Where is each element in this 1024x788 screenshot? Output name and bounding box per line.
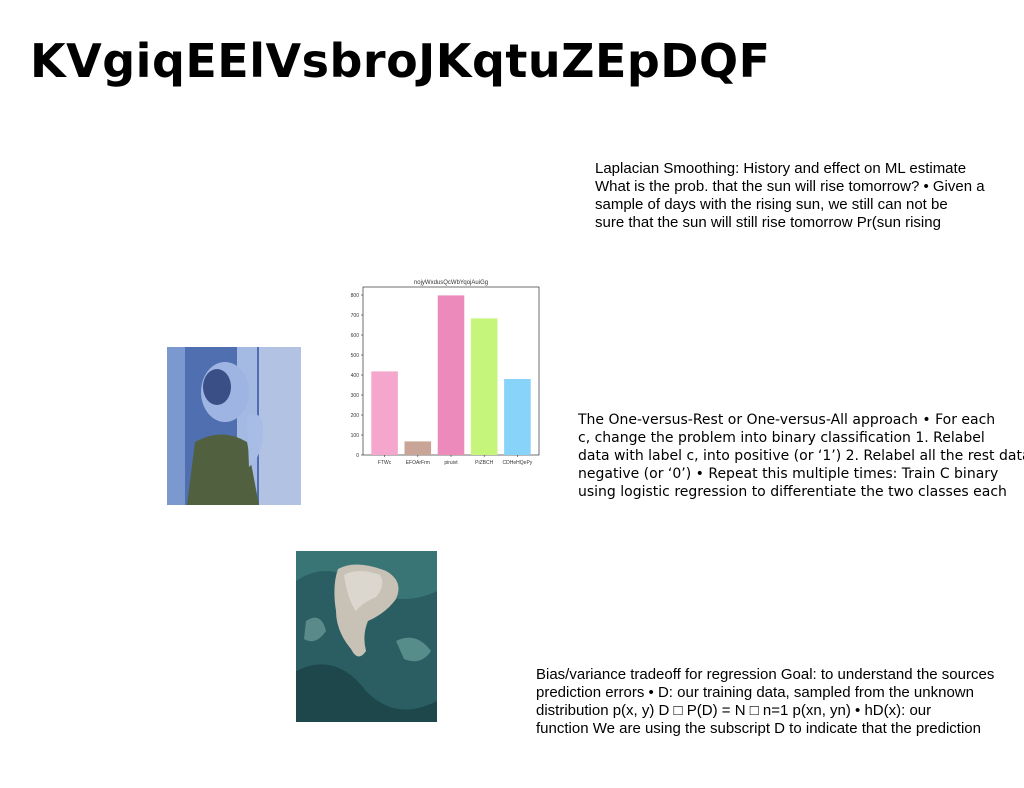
x-tick-label: piruivt bbox=[444, 460, 458, 466]
text-line: prediction errors • D: our training data… bbox=[536, 684, 994, 702]
photo-blue-person bbox=[167, 347, 301, 505]
bar-PiZBCH bbox=[471, 318, 498, 455]
y-tick-label: 100 bbox=[351, 433, 360, 439]
text-line: function We are using the subscript D to… bbox=[536, 720, 994, 738]
text-line: negative (or ‘0’) • Repeat this multiple… bbox=[578, 465, 1024, 483]
bar-piruivt bbox=[438, 295, 465, 455]
text-line: Laplacian Smoothing: History and effect … bbox=[595, 160, 985, 178]
chart-title: nojyWxdusQcWbYqojAuiGg bbox=[414, 280, 488, 286]
x-tick-label: EFOArFrm bbox=[406, 460, 430, 466]
text-line: sure that the sun will still rise tomorr… bbox=[595, 214, 985, 232]
y-tick-label: 400 bbox=[351, 373, 360, 379]
text-line: using logistic regression to differentia… bbox=[578, 483, 1024, 501]
photo-blue-person-art bbox=[167, 347, 301, 505]
chart-bars bbox=[371, 295, 530, 455]
y-tick-label: 0 bbox=[356, 453, 359, 459]
text-line: data with label c, into positive (or ‘1’… bbox=[578, 447, 1024, 465]
text-block-bias-variance: Bias/variance tradeoff for regression Go… bbox=[536, 666, 994, 738]
x-tick-label: FTWc bbox=[378, 460, 392, 466]
slide-title: KVgiqEElVsbroJKqtuZEpDQF bbox=[30, 34, 771, 88]
text-block-one-vs-rest: The One-versus-Rest or One-versus-All ap… bbox=[578, 411, 1024, 501]
chart-y-axis: 0 100 200 300 400 500 600 700 800 bbox=[351, 293, 363, 459]
text-line: distribution p(x, y) D □ P(D) = N □ n=1 … bbox=[536, 702, 994, 720]
text-line: The One-versus-Rest or One-versus-All ap… bbox=[578, 411, 1024, 429]
y-tick-label: 700 bbox=[351, 313, 360, 319]
chart-x-axis: FTWc EFOArFrm piruivt PiZBCH CDHeHQePy bbox=[378, 455, 533, 466]
text-line: What is the prob. that the sun will rise… bbox=[595, 178, 985, 196]
bar-CDHeHQePy bbox=[504, 379, 531, 455]
photo-aerial-terrain bbox=[296, 551, 437, 722]
y-tick-label: 600 bbox=[351, 333, 360, 339]
y-tick-label: 200 bbox=[351, 413, 360, 419]
y-tick-label: 500 bbox=[351, 353, 360, 359]
text-line: sample of days with the rising sun, we s… bbox=[595, 196, 985, 214]
x-tick-label: PiZBCH bbox=[475, 460, 493, 466]
bar-FTWc bbox=[371, 371, 398, 455]
y-tick-label: 300 bbox=[351, 393, 360, 399]
text-block-laplacian: Laplacian Smoothing: History and effect … bbox=[595, 160, 985, 232]
bar-EFOArFrm bbox=[405, 441, 432, 455]
bar-chart: nojyWxdusQcWbYqojAuiGg 0 100 200 300 400 500 6… bbox=[340, 275, 545, 470]
x-tick-label: CDHeHQePy bbox=[503, 460, 533, 466]
y-tick-label: 800 bbox=[351, 293, 360, 299]
text-line: Bias/variance tradeoff for regression Go… bbox=[536, 666, 994, 684]
photo-aerial-terrain-art bbox=[296, 551, 437, 722]
text-line: c, change the problem into binary classi… bbox=[578, 429, 1024, 447]
